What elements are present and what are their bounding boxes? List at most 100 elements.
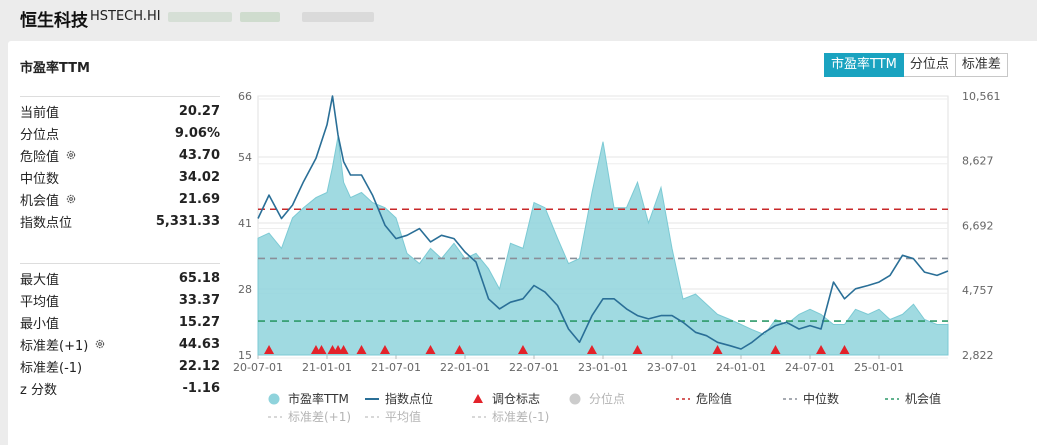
rebalance-marker [517, 345, 528, 354]
legend-swatch [473, 394, 483, 403]
stat-label: z 分数 [20, 382, 57, 398]
card-title: 市盈率TTM [20, 61, 90, 76]
stat-label: 当前值 [20, 105, 60, 121]
x-tick-label: 23-07-01 [647, 361, 697, 374]
stat-row: 最小值 15.27 [20, 311, 220, 333]
x-tick-label: 22-07-01 [509, 361, 559, 374]
stat-row: 中位数 34.02 [20, 166, 220, 188]
pe-ttm-area [257, 136, 949, 356]
redacted-block [302, 12, 374, 22]
stat-row: 标准差(-1) 22.12 [20, 355, 220, 377]
gear-icon[interactable] [65, 149, 77, 161]
y-right-tick-label: 10,561 [962, 90, 1001, 103]
metric-tabs: 市盈率TTM 分位点 标准差 [824, 53, 1008, 77]
x-tick-label: 21-01-01 [302, 361, 352, 374]
y-right-tick-label: 2,822 [962, 349, 994, 362]
stat-label: 指数点位 [20, 215, 73, 231]
stat-value: 9.06% [174, 125, 220, 141]
y-left-tick-label: 41 [238, 217, 252, 230]
rebalance-marker [338, 345, 349, 354]
stat-row: 平均值 33.37 [20, 289, 220, 311]
stat-value: 65.18 [178, 270, 220, 286]
y-right-tick-label: 6,692 [962, 219, 994, 232]
y-left-tick-label: 66 [238, 90, 252, 103]
stat-value: 15.27 [178, 314, 220, 330]
legend-label: 机会值 [905, 391, 941, 406]
rebalance-marker [632, 345, 643, 354]
legend-label: 分位点 [589, 391, 625, 406]
rebalance-marker [770, 345, 781, 354]
rebalance-marker [712, 345, 723, 354]
stat-value: 5,331.33 [155, 213, 220, 229]
stat-label: 标准差(+1) [20, 335, 106, 354]
redacted-block [240, 12, 280, 22]
stat-label: 中位数 [20, 171, 60, 187]
rebalance-marker [316, 345, 327, 354]
legend-label: 市盈率TTM [288, 391, 349, 406]
legend-label: 调仓标志 [492, 392, 540, 406]
stats-panel-current: 当前值 20.27 分位点 9.06% 危险值 43.70 中位数 34.02 机会值 21.69… [20, 96, 220, 232]
stat-row: 危险值 43.70 [20, 144, 220, 166]
stat-label: 机会值 [20, 190, 77, 209]
stat-label: 标准差(-1) [20, 360, 83, 376]
rebalance-marker [586, 345, 597, 354]
stat-label: 最大值 [20, 272, 60, 288]
legend-swatch [569, 393, 581, 405]
x-tick-label: 20-07-01 [233, 361, 283, 374]
y-right-tick-label: 4,757 [962, 284, 994, 297]
legend-label: 标准差(-1) [492, 410, 549, 424]
stat-value: 33.37 [178, 292, 220, 308]
stat-value: 20.27 [178, 103, 220, 119]
stat-value: 22.12 [178, 358, 220, 374]
rebalance-marker [839, 345, 850, 354]
rebalance-marker [356, 345, 367, 354]
legend-label: 指数点位 [385, 391, 433, 406]
tab-std-dev[interactable]: 标准差 [955, 53, 1008, 77]
y-right-tick-label: 8,627 [962, 155, 994, 168]
index-code: HSTECH.HI [90, 9, 161, 24]
x-tick-label: 24-01-01 [716, 361, 766, 374]
stat-label: 平均值 [20, 294, 60, 310]
legend-label: 标准差(+1) [288, 410, 351, 424]
rebalance-marker [379, 345, 390, 354]
x-tick-label: 22-01-01 [440, 361, 490, 374]
x-tick-label: 24-07-01 [785, 361, 835, 374]
index-level-line [257, 95, 949, 350]
stat-label: 危险值 [20, 146, 77, 165]
stat-value: 44.63 [178, 336, 220, 352]
stat-value: -1.16 [182, 380, 220, 396]
tab-pe-ttm[interactable]: 市盈率TTM [824, 53, 904, 77]
stat-label: 最小值 [20, 316, 60, 332]
rebalance-marker [425, 345, 436, 354]
stat-row: 指数点位 5,331.33 [20, 210, 220, 232]
legend-label: 中位数 [803, 391, 839, 406]
x-tick-label: 25-01-01 [854, 361, 904, 374]
x-tick-label: 21-07-01 [371, 361, 421, 374]
stat-value: 21.69 [178, 191, 220, 207]
redacted-block [168, 12, 232, 22]
stats-panel-summary: 最大值 65.18 平均值 33.37 最小值 15.27 标准差(+1) 44.63 标准差(… [20, 263, 220, 399]
stat-value: 34.02 [178, 169, 220, 185]
rebalance-marker [454, 345, 465, 354]
valuation-chart: 15 28 41 54 66 2,822 4,757 6,692 8,627 10,561 20-0… [233, 90, 1001, 424]
stat-label: 分位点 [20, 127, 60, 143]
gear-icon[interactable] [65, 193, 77, 205]
y-left-tick-label: 28 [238, 283, 252, 296]
gear-icon[interactable] [94, 338, 106, 350]
legend-label: 平均值 [385, 409, 421, 424]
stat-row: 最大值 65.18 [20, 267, 220, 289]
stat-value: 43.70 [178, 147, 220, 163]
stat-row: 机会值 21.69 [20, 188, 220, 210]
stat-row: 标准差(+1) 44.63 [20, 333, 220, 355]
valuation-card: 市盈率TTM 市盈率TTM 分位点 标准差 当前值 20.27 分位点 9.06% 危险… [8, 41, 1037, 445]
legend-label: 危险值 [696, 391, 732, 406]
tab-percentile[interactable]: 分位点 [903, 53, 956, 77]
legend-swatch [268, 393, 280, 405]
index-name: 恒生科技 [20, 11, 88, 31]
index-header: 恒生科技 HSTECH.HI [0, 0, 1037, 40]
y-left-tick-label: 15 [238, 349, 252, 362]
stat-row: 当前值 20.27 [20, 100, 220, 122]
rebalance-marker [264, 345, 275, 354]
y-left-tick-label: 54 [238, 151, 252, 164]
x-tick-label: 23-01-01 [578, 361, 628, 374]
